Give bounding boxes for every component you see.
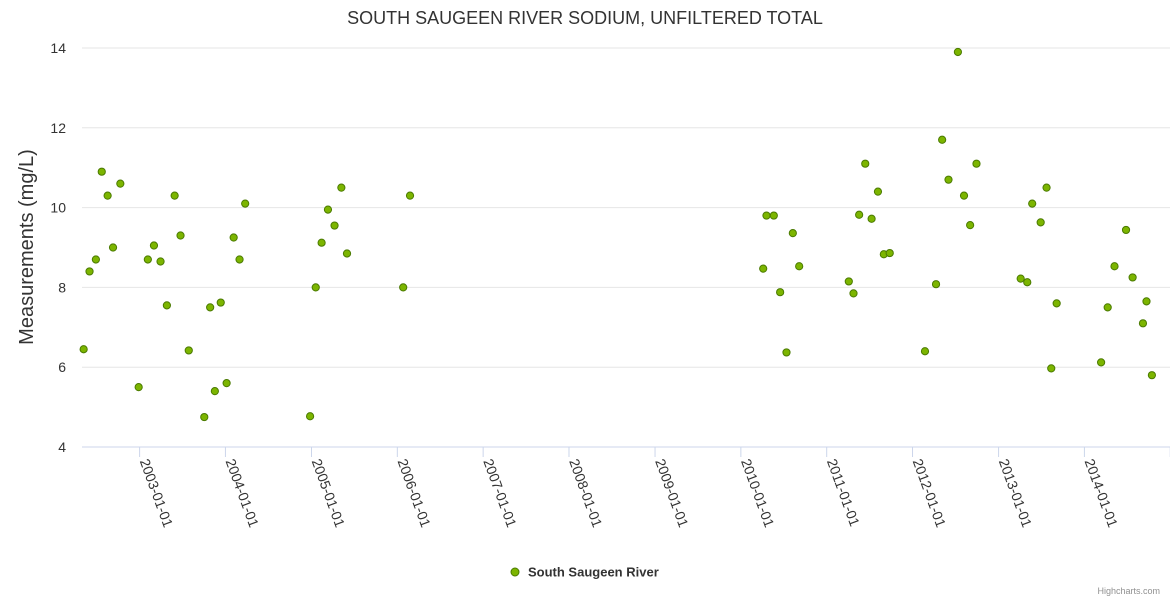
- data-point[interactable]: [795, 262, 804, 271]
- data-point[interactable]: [91, 255, 100, 264]
- y-gridlines: [82, 47, 1170, 368]
- y-tick-label: 14: [50, 40, 66, 56]
- data-point[interactable]: [762, 211, 771, 220]
- data-point[interactable]: [156, 257, 165, 266]
- data-point[interactable]: [305, 412, 315, 421]
- data-point[interactable]: [788, 229, 797, 238]
- chart-title: SOUTH SAUGEEN RIVER SODIUM, UNFILTERED T…: [347, 8, 823, 28]
- data-point[interactable]: [317, 238, 326, 247]
- data-point[interactable]: [1110, 262, 1119, 271]
- data-point[interactable]: [85, 267, 94, 276]
- data-point[interactable]: [176, 231, 185, 240]
- data-point[interactable]: [405, 191, 415, 200]
- data-point[interactable]: [1097, 358, 1106, 367]
- data-point[interactable]: [170, 191, 179, 200]
- data-point[interactable]: [873, 187, 883, 196]
- data-point[interactable]: [972, 159, 981, 168]
- data-point[interactable]: [311, 283, 320, 292]
- data-point[interactable]: [920, 347, 930, 356]
- y-tick-label: 12: [50, 120, 66, 136]
- x-tick-label: 2006-01-01: [395, 457, 435, 530]
- data-point[interactable]: [944, 175, 953, 184]
- data-point[interactable]: [938, 135, 947, 144]
- data-point[interactable]: [885, 248, 894, 258]
- x-tick-label: 2014-01-01: [1082, 457, 1122, 530]
- data-points: [79, 47, 1156, 422]
- x-tick-label: 2004-01-01: [223, 457, 263, 530]
- data-point[interactable]: [966, 221, 975, 230]
- data-point[interactable]: [235, 255, 244, 264]
- data-point[interactable]: [1103, 303, 1112, 312]
- data-point[interactable]: [1016, 274, 1025, 283]
- data-point[interactable]: [849, 289, 858, 298]
- data-point[interactable]: [134, 383, 143, 392]
- data-point[interactable]: [1128, 273, 1137, 282]
- data-point[interactable]: [184, 346, 193, 355]
- data-point[interactable]: [143, 255, 152, 264]
- data-point[interactable]: [103, 191, 112, 200]
- data-point[interactable]: [959, 191, 969, 200]
- x-tick-label: 2008-01-01: [566, 457, 606, 530]
- x-tick-label: 2010-01-01: [738, 457, 778, 530]
- data-point[interactable]: [79, 345, 88, 354]
- data-point[interactable]: [200, 412, 209, 422]
- data-point[interactable]: [116, 179, 125, 188]
- data-point[interactable]: [855, 210, 864, 219]
- data-point[interactable]: [1028, 199, 1037, 208]
- data-point[interactable]: [1138, 319, 1148, 328]
- data-point[interactable]: [861, 159, 870, 168]
- data-point[interactable]: [1142, 297, 1151, 306]
- data-point[interactable]: [330, 221, 339, 230]
- x-tick-label: 2011-01-01: [824, 457, 863, 529]
- data-point[interactable]: [1042, 183, 1051, 192]
- data-point[interactable]: [97, 167, 106, 176]
- data-point[interactable]: [1052, 299, 1061, 308]
- data-point[interactable]: [1036, 218, 1045, 227]
- data-point[interactable]: [769, 211, 778, 220]
- credits-link[interactable]: Highcharts.com: [1097, 586, 1160, 596]
- data-point[interactable]: [162, 301, 171, 310]
- y-tick-label: 4: [58, 439, 66, 455]
- data-point[interactable]: [1147, 371, 1156, 380]
- data-point[interactable]: [210, 387, 219, 396]
- y-axis-title: Measurements (mg/L): [16, 149, 38, 345]
- data-point[interactable]: [206, 303, 215, 312]
- x-tick-label: 2013-01-01: [996, 457, 1036, 530]
- legend[interactable]: South Saugeen River: [510, 565, 659, 580]
- data-point[interactable]: [844, 277, 853, 286]
- data-point[interactable]: [337, 183, 346, 192]
- y-tick-label: 8: [58, 279, 66, 295]
- legend-label: South Saugeen River: [528, 565, 659, 580]
- data-point[interactable]: [241, 199, 250, 208]
- y-tick-label: 10: [50, 200, 66, 216]
- data-point[interactable]: [229, 233, 238, 242]
- data-point[interactable]: [1047, 364, 1056, 373]
- y-axis-ticks: 4 6 8 10 12 14: [50, 40, 66, 455]
- data-point[interactable]: [323, 205, 333, 214]
- data-point[interactable]: [342, 249, 352, 258]
- x-tick-label: 2009-01-01: [652, 457, 692, 530]
- legend-marker: [510, 567, 520, 577]
- data-point[interactable]: [216, 298, 225, 307]
- data-point[interactable]: [953, 47, 963, 57]
- data-point[interactable]: [222, 379, 231, 388]
- data-point[interactable]: [108, 243, 118, 252]
- data-point[interactable]: [867, 214, 876, 223]
- data-point[interactable]: [149, 241, 159, 250]
- data-point[interactable]: [776, 288, 785, 297]
- y-tick-label: 6: [58, 359, 66, 375]
- x-tick-label: 2012-01-01: [910, 457, 950, 530]
- data-point[interactable]: [1023, 278, 1032, 287]
- x-tick-label: 2003-01-01: [137, 457, 177, 530]
- data-point[interactable]: [1121, 225, 1131, 235]
- data-point[interactable]: [931, 280, 941, 289]
- data-point[interactable]: [399, 283, 408, 292]
- x-axis-ticks: 2003-01-01 2004-01-01 2005-01-01 2006-01-01…: [137, 447, 1170, 530]
- x-tick-label: 2007-01-01: [480, 457, 520, 530]
- x-tick-label: 2005-01-01: [309, 457, 349, 530]
- data-point[interactable]: [782, 348, 791, 357]
- data-point[interactable]: [759, 264, 768, 273]
